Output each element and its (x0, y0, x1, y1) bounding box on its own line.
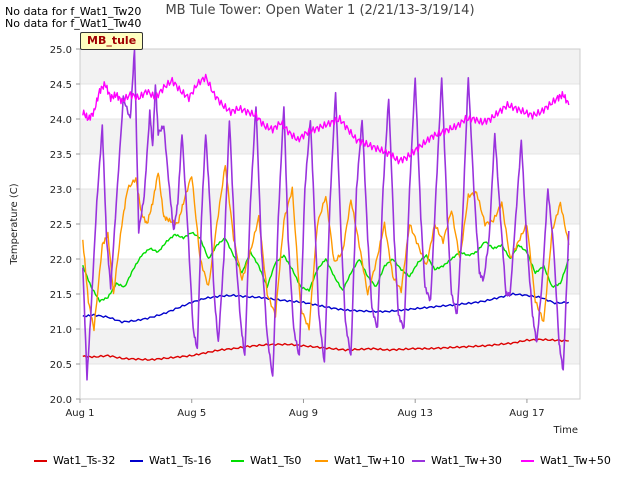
site-badge: MB_tule (80, 32, 144, 50)
x-tick-label: Aug 5 (177, 408, 206, 419)
legend-item: Wat1_Ts-16 (130, 454, 211, 468)
y-axis: 20.0 20.5 21.0 21.5 22.0 22.5 23.0 23.5 24.0 24.5… (50, 45, 80, 406)
plot-background-bands (80, 48, 580, 400)
y-tick-label: 24.0 (50, 115, 72, 126)
series-layer (82, 49, 570, 381)
legend-item: Wat1_Tw+50 (521, 454, 611, 468)
y-tick-label: 21.5 (50, 290, 72, 301)
series-line-wat1-tw-10 (82, 164, 570, 332)
legend-label: Wat1_Ts-16 (149, 454, 212, 467)
legend-swatch (231, 460, 244, 462)
x-tick-label: Aug 13 (397, 408, 432, 419)
legend: Wat1_Ts-32 Wat1_Ts-16 Wat1_Ts0 Wat1_Tw+10 Wa… (0, 454, 640, 470)
x-tick-label: Aug 9 (289, 408, 318, 419)
x-tick-label: Aug 17 (509, 408, 544, 419)
series-line-wat1-ts-16 (82, 292, 570, 324)
nodata-line-1: No data for f_Wat1_Tw20 (5, 5, 142, 18)
legend-label: Wat1_Tw+50 (540, 454, 611, 467)
y-tick-label: 25.0 (50, 45, 72, 56)
x-axis-label: Time (553, 425, 578, 436)
legend-swatch (34, 460, 47, 462)
x-tick-label: Aug 1 (65, 408, 94, 419)
legend-label: Wat1_Ts0 (250, 454, 302, 467)
y-tick-label: 23.0 (50, 185, 72, 196)
legend-swatch (412, 460, 425, 462)
y-tick-label: 24.5 (50, 80, 72, 91)
y-tick-label: 21.0 (50, 325, 72, 336)
y-tick-label: 22.5 (50, 220, 72, 231)
y-tick-label: 20.0 (50, 395, 72, 406)
chart-title: MB Tule Tower: Open Water 1 (2/21/13-3/1… (165, 3, 475, 18)
y-tick-label: 20.5 (50, 360, 72, 371)
nodata-line-2: No data for f_Wat1_Tw40 (5, 17, 142, 30)
legend-swatch (130, 460, 143, 462)
legend-label: Wat1_Ts-32 (53, 454, 116, 467)
y-tick-label: 23.5 (50, 150, 72, 161)
y-tick-label: 22.0 (50, 255, 72, 266)
x-axis: Aug 1 Aug 5 Aug 9 Aug 13 Aug 17 (65, 399, 545, 419)
legend-label: Wat1_Tw+10 (334, 454, 405, 467)
legend-item: Wat1_Tw+10 (315, 454, 405, 468)
legend-label: Wat1_Tw+30 (431, 454, 502, 467)
legend-item: Wat1_Ts0 (231, 454, 301, 468)
legend-swatch (521, 460, 534, 462)
legend-swatch (315, 460, 328, 462)
y-axis-label: Temperature (C) (9, 183, 20, 265)
legend-item: Wat1_Ts-32 (34, 454, 115, 468)
legend-item: Wat1_Tw+30 (412, 454, 502, 468)
series-line-wat1-tw-50 (82, 73, 570, 165)
series-line-wat1-tw-30 (82, 49, 570, 381)
